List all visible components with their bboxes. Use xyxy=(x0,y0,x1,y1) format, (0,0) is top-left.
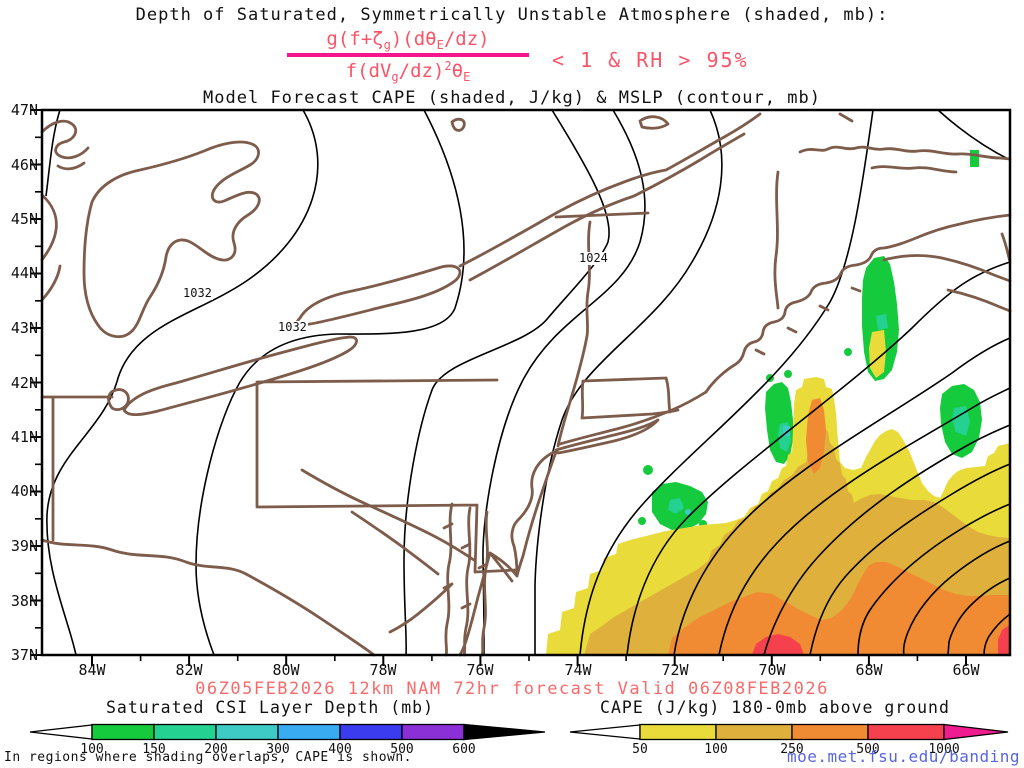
st-lawrence xyxy=(458,112,762,282)
lat-label: 46N xyxy=(10,156,38,174)
lon-label: 66W xyxy=(952,661,980,679)
contour-1024 xyxy=(403,109,610,656)
lat-label: 44N xyxy=(10,264,38,282)
lat-minor-ticks xyxy=(35,136,42,629)
lake-huron xyxy=(82,140,261,339)
lat-label: 47N xyxy=(10,101,38,119)
lon-label: 82W xyxy=(175,661,203,679)
state-borders-west xyxy=(40,378,518,574)
formula-denominator: f(dVg/dz)2θE xyxy=(345,59,471,84)
cape-colorbar xyxy=(569,723,1009,741)
csi-legend-tick: 150 xyxy=(142,742,166,757)
ohio-river-wv xyxy=(40,468,476,657)
contour-label-1032: 1032 xyxy=(277,320,308,334)
subtitle: Model Forecast CAPE (shaded, J/kg) & MSL… xyxy=(203,88,821,108)
lon-label: 70W xyxy=(758,661,786,679)
fraction-bar xyxy=(287,53,529,57)
lon-major-ticks xyxy=(91,655,967,666)
csi-legend-tick: 100 xyxy=(80,742,104,757)
lake-ontario xyxy=(295,264,462,327)
islands-specks xyxy=(450,112,854,132)
lat-label: 37N xyxy=(10,646,38,664)
new-brunswick-shore xyxy=(798,145,1012,174)
csi-formula-fraction: g(f+ζg)(dθE/dz) f(dVg/dz)2θE xyxy=(287,28,529,84)
new-jersey xyxy=(488,450,558,583)
map-frame xyxy=(30,108,1012,666)
contour-label-1024: 1024 xyxy=(578,251,609,265)
contour-label-1032: 1032 xyxy=(182,286,213,300)
csi-left-arrow xyxy=(29,724,93,740)
maine-coast xyxy=(704,213,1012,394)
cape-right-arrow xyxy=(943,723,1009,741)
cape-legend-tick: 250 xyxy=(780,742,804,757)
csi-legend-tick: 300 xyxy=(266,742,290,757)
lon-label: 68W xyxy=(855,661,883,679)
csi-legend-tick: 500 xyxy=(390,742,414,757)
csi-colorbar xyxy=(29,723,546,741)
newengland-borders xyxy=(580,376,680,420)
csi-legend-title: Saturated CSI Layer Depth (mb) xyxy=(105,698,434,717)
website-url: moe.met.fsu.edu/banding xyxy=(786,747,1020,766)
csi-legend-tick: 600 xyxy=(452,742,476,757)
lon-label: 78W xyxy=(369,661,397,679)
cape-legend-tick: 1000 xyxy=(928,742,960,757)
formula-condition: < 1 & RH > 95% xyxy=(552,48,749,72)
lat-label: 40N xyxy=(10,482,38,500)
lat-label: 38N xyxy=(10,592,38,610)
long-island-ct-coast xyxy=(554,390,708,455)
formula-numerator: g(f+ζg)(dθE/dz) xyxy=(326,28,490,52)
cape-legend-title: CAPE (J/kg) 180-0mb above ground xyxy=(600,698,950,717)
lon-label: 80W xyxy=(272,661,300,679)
lat-label: 45N xyxy=(10,210,38,228)
csi-legend-tick: 400 xyxy=(328,742,352,757)
cape-legend-tick: 100 xyxy=(704,742,728,757)
csi-legend-tick: 200 xyxy=(204,742,228,757)
cape-left-arrow xyxy=(569,724,641,740)
lon-label: 84W xyxy=(78,661,106,679)
lon-minor-ticks xyxy=(139,655,919,661)
mslp-contour-lines xyxy=(45,109,1011,656)
forecast-dateline: 06Z05FEB2026 12km NAM 72hr forecast Vali… xyxy=(195,679,829,699)
lon-label: 76W xyxy=(466,661,494,679)
lat-major-ticks xyxy=(30,109,42,656)
csi-right-arrow xyxy=(463,723,546,741)
cape-legend-tick: 50 xyxy=(632,742,648,757)
lat-label: 42N xyxy=(10,374,38,392)
lon-label: 74W xyxy=(564,661,592,679)
lat-label: 41N xyxy=(10,428,38,446)
overlap-note: In regions where shading overlaps, CAPE … xyxy=(4,750,413,765)
coastline-borders-layer xyxy=(40,112,1012,657)
champlain-hudson xyxy=(554,170,780,448)
topleft-shore xyxy=(40,119,90,302)
lat-label: 43N xyxy=(10,319,38,337)
lon-label: 72W xyxy=(661,661,689,679)
cape-legend-tick: 500 xyxy=(856,742,880,757)
contour-1032-a xyxy=(46,109,319,656)
chesapeake-delmarva xyxy=(388,502,492,657)
page-title: Depth of Saturated, Symmetrically Unstab… xyxy=(135,5,889,25)
lake-erie xyxy=(107,335,358,417)
bay-of-fundy xyxy=(882,232,1012,313)
lat-label: 39N xyxy=(10,537,38,555)
